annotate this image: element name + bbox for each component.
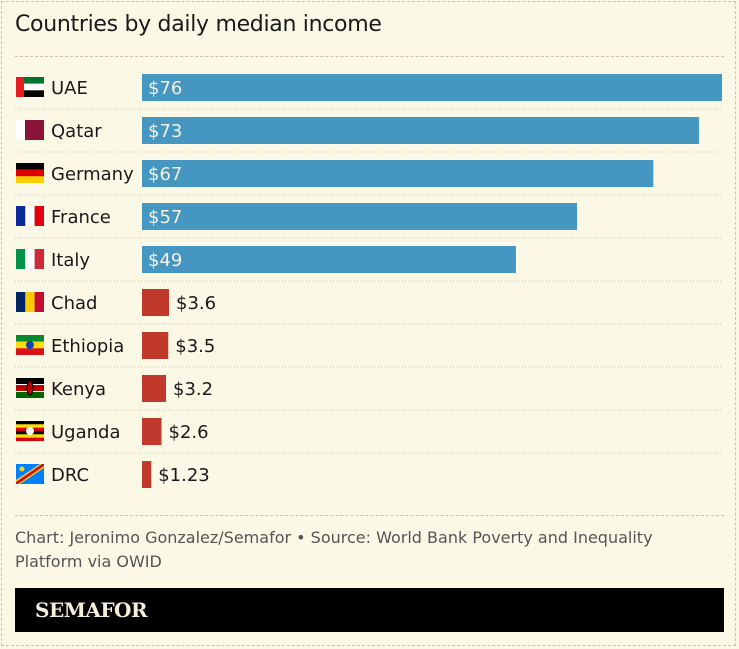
source-note: Chart: Jeronimo Gonzalez/Semafor • Sourc… bbox=[15, 528, 653, 571]
value-label: $67 bbox=[148, 164, 182, 185]
value-label: $2.6 bbox=[169, 422, 209, 443]
value-label: $73 bbox=[148, 121, 182, 142]
value-label: $76 bbox=[148, 78, 182, 99]
bar bbox=[142, 246, 516, 273]
france-flag-icon bbox=[16, 206, 44, 226]
semafor-logo: SEMAFOR bbox=[35, 598, 148, 622]
value-label: $3.2 bbox=[173, 379, 213, 400]
value-label: $3.5 bbox=[175, 336, 215, 357]
country-label: Uganda bbox=[51, 422, 121, 443]
value-label: $49 bbox=[148, 250, 182, 271]
country-label: Chad bbox=[51, 293, 97, 314]
bar bbox=[142, 74, 722, 101]
bar bbox=[142, 461, 152, 488]
divider bbox=[15, 56, 724, 57]
bar bbox=[142, 203, 577, 230]
country-label: UAE bbox=[51, 78, 88, 99]
value-label: $1.23 bbox=[158, 465, 210, 486]
value-label: $3.6 bbox=[176, 293, 216, 314]
country-label: Kenya bbox=[51, 379, 106, 400]
chart-title: Countries by daily median income bbox=[15, 12, 382, 37]
country-label: Qatar bbox=[51, 121, 102, 142]
bar bbox=[142, 289, 169, 316]
uganda-flag-icon bbox=[16, 421, 44, 442]
ethiopia-flag-icon bbox=[16, 335, 44, 355]
country-label: DRC bbox=[51, 465, 89, 486]
chad-flag-icon bbox=[16, 292, 44, 312]
uae-flag-icon bbox=[16, 77, 44, 97]
country-label: Ethiopia bbox=[51, 336, 124, 357]
italy-flag-icon bbox=[16, 249, 44, 269]
value-label: $57 bbox=[148, 207, 182, 228]
germany-flag-icon bbox=[16, 163, 44, 183]
bar bbox=[142, 117, 700, 144]
drc-flag-icon bbox=[16, 464, 44, 484]
country-label: Germany bbox=[51, 164, 134, 185]
bar bbox=[142, 332, 169, 359]
brand-bar: SEMAFOR bbox=[15, 588, 724, 632]
bar bbox=[142, 375, 166, 402]
bar bbox=[142, 418, 162, 445]
divider bbox=[15, 515, 724, 516]
bar bbox=[142, 160, 654, 187]
bar-chart: UAE $76 Qatar $73 Germany $67 France $57 Italy $4… bbox=[15, 74, 722, 488]
qatar-flag-icon bbox=[16, 120, 44, 140]
kenya-flag-icon bbox=[16, 378, 44, 398]
country-label: France bbox=[51, 207, 111, 228]
country-label: Italy bbox=[51, 250, 90, 271]
